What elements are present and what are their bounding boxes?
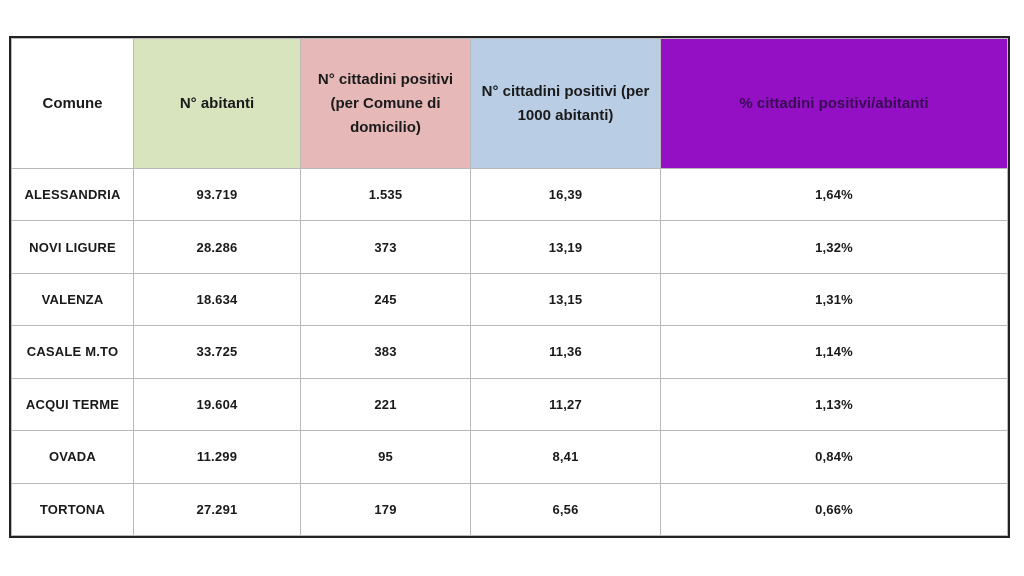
cell-comune: NOVI LIGURE [11,220,134,274]
data-table-container: Comune N° abitanti N° cittadini positivi… [9,36,1010,538]
header-comune: Comune [11,38,134,169]
cell-abitanti: 18.634 [133,272,301,327]
table-row: ALESSANDRIA 93.719 1.535 16,39 1,64% [11,167,1008,222]
table-row: OVADA 11.299 95 8,41 0,84% [11,430,1008,484]
table-row: ACQUI TERME 19.604 221 11,27 1,13% [11,377,1008,432]
cell-abitanti: 27.291 [133,482,301,537]
cell-positivi: 179 [300,482,471,537]
cell-percentuale: 1,64% [660,167,1008,222]
cell-abitanti: 33.725 [133,325,301,379]
cell-per-1000: 8,41 [470,430,661,484]
cell-comune: TORTONA [11,482,134,537]
cell-positivi: 221 [300,377,471,432]
table-row: VALENZA 18.634 245 13,15 1,31% [11,272,1008,327]
table-row: TORTONA 27.291 179 6,56 0,66% [11,482,1008,537]
cell-percentuale: 0,66% [660,482,1008,537]
cell-per-1000: 6,56 [470,482,661,537]
cell-per-1000: 11,36 [470,325,661,379]
cell-per-1000: 13,19 [470,220,661,274]
table-row: CASALE M.TO 33.725 383 11,36 1,14% [11,325,1008,379]
cell-abitanti: 93.719 [133,167,301,222]
cell-percentuale: 1,31% [660,272,1008,327]
cell-abitanti: 11.299 [133,430,301,484]
table-row: NOVI LIGURE 28.286 373 13,19 1,32% [11,220,1008,274]
cell-positivi: 373 [300,220,471,274]
cell-positivi: 95 [300,430,471,484]
cell-per-1000: 16,39 [470,167,661,222]
cell-comune: VALENZA [11,272,134,327]
cell-percentuale: 1,32% [660,220,1008,274]
cell-comune: OVADA [11,430,134,484]
cell-percentuale: 1,13% [660,377,1008,432]
cell-per-1000: 11,27 [470,377,661,432]
cell-abitanti: 28.286 [133,220,301,274]
cell-comune: ACQUI TERME [11,377,134,432]
cell-percentuale: 1,14% [660,325,1008,379]
cell-percentuale: 0,84% [660,430,1008,484]
cell-per-1000: 13,15 [470,272,661,327]
cell-positivi: 245 [300,272,471,327]
table-header-row: Comune N° abitanti N° cittadini positivi… [11,38,1008,169]
cell-positivi: 383 [300,325,471,379]
covid-positives-table: Comune N° abitanti N° cittadini positivi… [11,38,1008,537]
header-percentuale-positivi: % cittadini positivi/abitanti [660,38,1008,169]
header-abitanti: N° abitanti [133,38,301,169]
cell-comune: ALESSANDRIA [11,167,134,222]
cell-comune: CASALE M.TO [11,325,134,379]
header-cittadini-positivi: N° cittadini positivi (per Comune di dom… [300,38,471,169]
cell-abitanti: 19.604 [133,377,301,432]
header-positivi-per-1000: N° cittadini positivi (per 1000 abitanti… [470,38,661,169]
cell-positivi: 1.535 [300,167,471,222]
